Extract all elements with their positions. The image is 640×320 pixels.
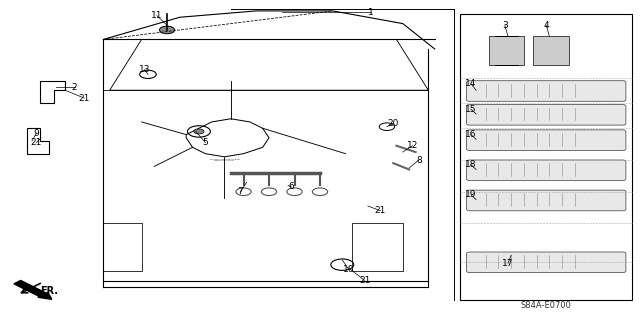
Text: 5: 5 [202,138,208,147]
Text: 15: 15 [465,105,477,114]
Text: 21: 21 [79,94,90,103]
Text: 8: 8 [416,156,422,164]
Text: 21: 21 [31,138,42,147]
Text: 18: 18 [465,160,477,169]
FancyBboxPatch shape [467,105,626,125]
Text: 19: 19 [465,190,477,199]
Text: 9: 9 [33,129,39,138]
FancyBboxPatch shape [467,130,626,150]
Text: 21: 21 [359,276,371,285]
Text: 10: 10 [343,265,355,274]
Text: 12: 12 [406,141,418,150]
Text: 14: 14 [465,79,477,88]
Text: 20: 20 [388,119,399,128]
Text: S84A-E0700: S84A-E0700 [521,301,572,310]
Text: 2: 2 [72,83,77,92]
FancyBboxPatch shape [467,160,626,180]
Text: 11: 11 [151,11,163,20]
Text: 21: 21 [375,206,386,215]
Bar [489,36,524,65]
Bar [534,36,568,65]
FancyBboxPatch shape [467,190,626,211]
Text: 13: 13 [139,65,150,74]
Circle shape [194,129,204,134]
FancyBboxPatch shape [467,252,626,273]
Text: 17: 17 [502,259,514,268]
FancyBboxPatch shape [467,81,626,101]
Circle shape [159,26,175,34]
Text: 4: 4 [543,21,549,30]
Text: 1: 1 [368,8,374,17]
Text: 6: 6 [289,182,294,191]
Text: 7: 7 [237,187,243,196]
FancyArrow shape [14,280,52,299]
Text: 3: 3 [502,21,508,30]
Bar [460,14,632,300]
Text: 16: 16 [465,130,477,139]
Text: 2002 Honda Accord Wire Harness, Engine
Diagram for 32110-PAB-A01: 2002 Honda Accord Wire Harness, Engine D… [210,159,239,161]
Text: FR.: FR. [40,286,58,296]
